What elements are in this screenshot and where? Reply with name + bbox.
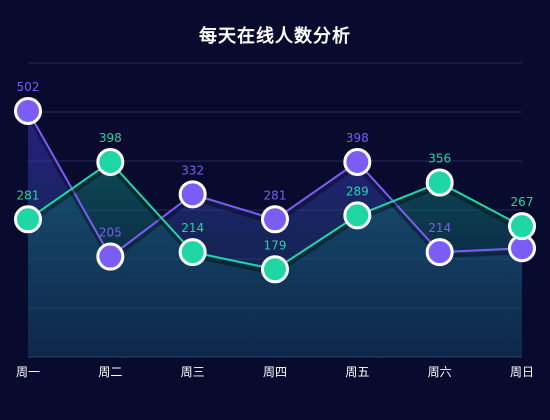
data-point[interactable]	[14, 97, 42, 126]
data-point[interactable]	[178, 180, 207, 209]
data-point[interactable]	[343, 201, 372, 230]
data-label: 356	[428, 152, 451, 166]
x-tick-label: 周三	[181, 365, 205, 379]
x-tick-label: 周五	[345, 365, 369, 379]
data-point[interactable]	[343, 147, 372, 176]
x-tick-label: 周二	[98, 365, 122, 379]
chart-title: 每天在线人数分析	[199, 26, 351, 47]
x-tick-label: 周六	[428, 365, 452, 379]
x-tick-label: 周四	[263, 365, 287, 379]
data-label: 205	[99, 226, 122, 240]
x-tick-label: 周日	[510, 365, 534, 379]
data-point[interactable]	[96, 242, 125, 271]
area-layer	[28, 111, 522, 358]
series-area-1	[28, 161, 522, 357]
data-point[interactable]	[508, 212, 536, 241]
tick-layer: 周一 周二 周三 周四 周五 周六 周日	[16, 365, 534, 379]
data-point[interactable]	[425, 238, 454, 267]
point-layer	[14, 97, 536, 284]
data-label: 179	[264, 238, 287, 252]
data-label: 398	[346, 131, 369, 145]
data-label: 267	[511, 195, 534, 209]
data-point[interactable]	[96, 147, 125, 176]
data-label: 332	[181, 163, 204, 177]
data-point[interactable]	[14, 205, 42, 234]
data-label: 289	[346, 184, 369, 198]
data-label: 281	[264, 188, 287, 202]
data-label: 214	[181, 221, 204, 235]
data-point[interactable]	[261, 255, 289, 284]
data-label: 214	[428, 221, 451, 235]
data-point[interactable]	[178, 238, 207, 267]
data-point[interactable]	[425, 168, 454, 197]
x-tick-label: 周一	[16, 365, 40, 379]
data-label: 281	[17, 188, 40, 202]
label-layer: 502 205 332 281 398 214 281 398 214 179 289 356 267	[17, 80, 534, 252]
data-point[interactable]	[261, 205, 289, 234]
data-label: 502	[17, 80, 40, 94]
data-label: 398	[99, 131, 122, 145]
